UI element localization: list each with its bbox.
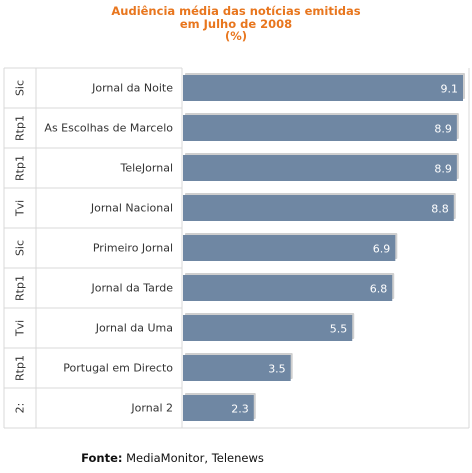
bar-value-label: 8.9: [434, 163, 452, 176]
program-label: Primeiro Jornal: [93, 242, 173, 255]
source-text: MediaMonitor, Telenews: [122, 451, 264, 465]
program-label: Portugal em Directo: [63, 362, 173, 375]
chart-title-line-1: Audiência média das notícias emitidas: [111, 4, 361, 18]
chart-title-line-2: em Julho de 2008: [179, 16, 293, 31]
bar-value-label: 8.9: [434, 123, 452, 136]
bar-value-label: 2.3: [231, 403, 249, 416]
bar: [183, 195, 454, 221]
channel-label: Sic: [14, 80, 27, 96]
program-label: Jornal da Noite: [91, 82, 173, 95]
program-label: Jornal da Uma: [95, 322, 173, 335]
program-label: Jornal da Tarde: [90, 282, 173, 295]
bar-value-label: 5.5: [330, 323, 348, 336]
chart-title: Audiência média das notícias emitidas em…: [0, 5, 472, 43]
bar: [183, 355, 291, 381]
channel-label: Rtp1: [14, 275, 27, 301]
program-label: Jornal Nacional: [90, 202, 173, 215]
channel-label: Rtp1: [14, 155, 27, 181]
bar: [183, 115, 457, 141]
channel-label: 2:: [14, 403, 27, 414]
bar-value-label: 8.8: [431, 203, 449, 216]
bar: [183, 315, 353, 341]
bar: [183, 395, 254, 421]
source-note: Fonte: MediaMonitor, Telenews: [0, 451, 345, 465]
program-label: Jornal 2: [130, 402, 173, 415]
channel-label: Sic: [14, 240, 27, 256]
bar-value-label: 6.8: [370, 283, 388, 296]
bar-value-label: 9.1: [441, 83, 459, 96]
channel-label: Rtp1: [14, 355, 27, 381]
bar: [183, 275, 393, 301]
bar-value-label: 3.5: [268, 363, 286, 376]
bar: [183, 155, 457, 181]
channel-label: Rtp1: [14, 115, 27, 141]
program-label: TeleJornal: [119, 162, 173, 175]
bar-value-label: 6.9: [373, 243, 391, 256]
channel-label: Tvi: [14, 200, 27, 217]
channel-label: Tvi: [14, 320, 27, 337]
bar: [183, 235, 396, 261]
bar: [183, 75, 463, 101]
source-label: Fonte:: [81, 451, 123, 465]
program-label: As Escolhas de Marcelo: [44, 122, 173, 135]
chart-title-line-3: (%): [224, 29, 248, 43]
